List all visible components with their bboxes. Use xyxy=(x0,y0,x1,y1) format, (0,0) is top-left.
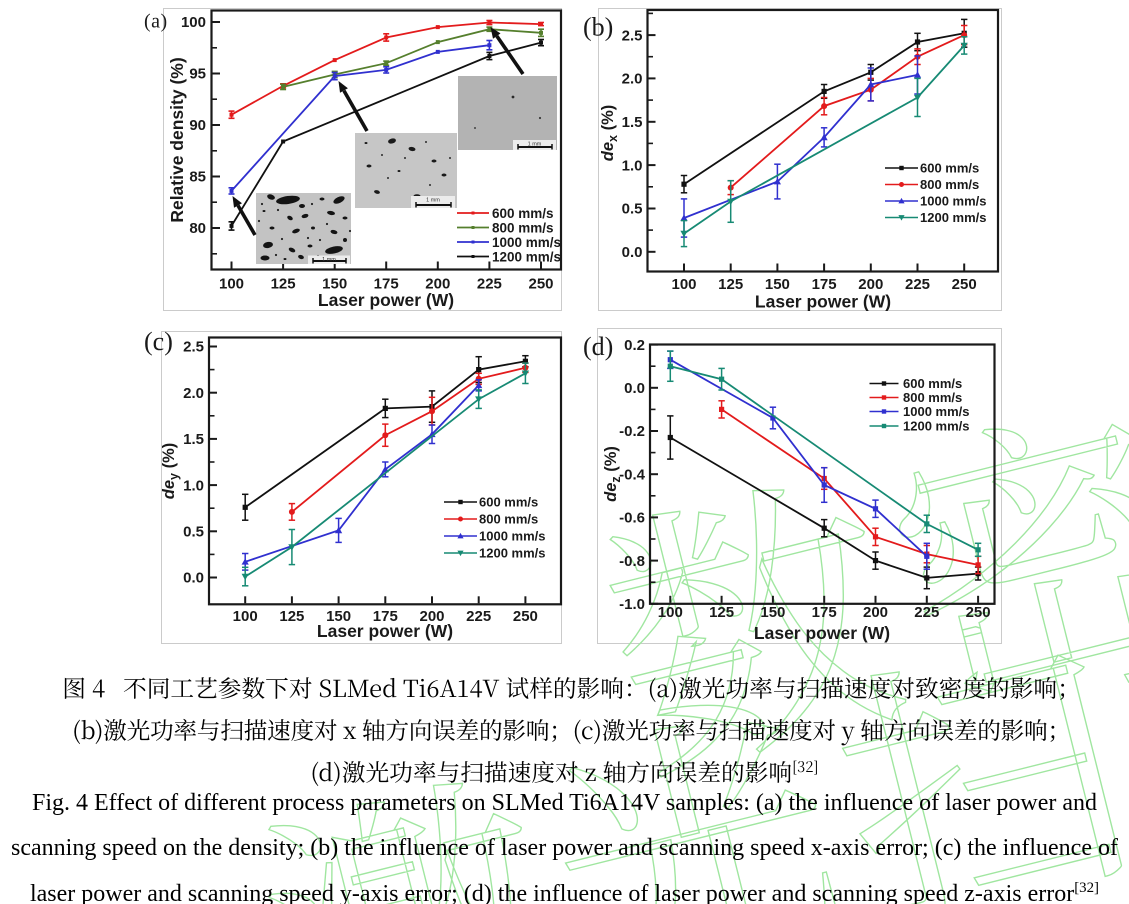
svg-text:125: 125 xyxy=(718,276,743,293)
svg-text:150: 150 xyxy=(322,276,347,293)
svg-text:1000 mm/s: 1000 mm/s xyxy=(479,528,546,543)
svg-text:1 mm: 1 mm xyxy=(322,257,336,263)
svg-text:dex (%): dex (%) xyxy=(599,105,620,161)
svg-text:250: 250 xyxy=(952,276,977,293)
svg-text:250: 250 xyxy=(513,608,538,625)
svg-text:100: 100 xyxy=(671,276,696,293)
svg-text:-0.4: -0.4 xyxy=(619,466,646,483)
svg-text:dez (%): dez (%) xyxy=(602,446,623,502)
svg-text:100: 100 xyxy=(181,14,206,31)
svg-text:0.0: 0.0 xyxy=(183,570,204,587)
svg-text:100: 100 xyxy=(219,276,244,293)
svg-text:175: 175 xyxy=(373,608,398,625)
svg-text:1 mm: 1 mm xyxy=(528,142,542,148)
svg-text:-1.0: -1.0 xyxy=(619,596,645,613)
svg-text:1200 mm/s: 1200 mm/s xyxy=(920,210,987,225)
svg-text:1 mm: 1 mm xyxy=(426,198,440,204)
svg-text:1.0: 1.0 xyxy=(622,157,643,174)
svg-text:125: 125 xyxy=(279,608,304,625)
svg-text:250: 250 xyxy=(966,604,991,621)
svg-text:2.0: 2.0 xyxy=(183,385,204,402)
svg-text:1000 mm/s: 1000 mm/s xyxy=(492,235,561,250)
svg-text:200: 200 xyxy=(858,276,883,293)
svg-text:175: 175 xyxy=(812,604,837,621)
svg-text:1200 mm/s: 1200 mm/s xyxy=(479,545,546,560)
svg-text:Relative density (%): Relative density (%) xyxy=(167,57,187,222)
svg-text:800 mm/s: 800 mm/s xyxy=(903,390,962,405)
svg-text:225: 225 xyxy=(905,276,930,293)
svg-text:1000 mm/s: 1000 mm/s xyxy=(903,404,970,419)
svg-text:175: 175 xyxy=(812,276,837,293)
svg-text:150: 150 xyxy=(326,608,351,625)
svg-text:200: 200 xyxy=(425,276,450,293)
svg-text:dey (%): dey (%) xyxy=(160,443,181,499)
svg-text:125: 125 xyxy=(271,276,296,293)
svg-text:85: 85 xyxy=(189,169,206,186)
svg-text:225: 225 xyxy=(477,276,502,293)
svg-text:2.0: 2.0 xyxy=(622,71,643,88)
svg-text:0.2: 0.2 xyxy=(624,337,645,354)
svg-text:600 mm/s: 600 mm/s xyxy=(903,376,962,391)
svg-text:125: 125 xyxy=(709,604,734,621)
svg-text:600 mm/s: 600 mm/s xyxy=(492,206,554,221)
svg-text:600 mm/s: 600 mm/s xyxy=(920,160,979,175)
svg-text:1200 mm/s: 1200 mm/s xyxy=(903,418,970,433)
svg-text:100: 100 xyxy=(658,604,683,621)
svg-text:80: 80 xyxy=(189,220,206,237)
svg-text:-0.2: -0.2 xyxy=(619,423,645,440)
svg-text:2.5: 2.5 xyxy=(183,339,204,356)
svg-text:175: 175 xyxy=(374,276,399,293)
svg-text:Laser power (W): Laser power (W) xyxy=(755,292,891,312)
svg-text:800 mm/s: 800 mm/s xyxy=(920,177,979,192)
svg-text:1000 mm/s: 1000 mm/s xyxy=(920,193,987,208)
svg-text:(a): (a) xyxy=(144,11,168,33)
svg-text:-0.8: -0.8 xyxy=(619,553,645,570)
svg-text:250: 250 xyxy=(528,276,553,293)
svg-text:90: 90 xyxy=(189,117,206,134)
svg-text:1200 mm/s: 1200 mm/s xyxy=(492,250,561,265)
svg-text:0.0: 0.0 xyxy=(622,244,643,261)
svg-text:200: 200 xyxy=(863,604,888,621)
svg-text:(b): (b) xyxy=(583,13,613,42)
svg-text:-0.6: -0.6 xyxy=(619,510,645,527)
svg-text:(d): (d) xyxy=(583,332,613,361)
svg-text:225: 225 xyxy=(914,604,939,621)
svg-text:0.5: 0.5 xyxy=(622,201,643,218)
svg-text:(c): (c) xyxy=(144,327,173,356)
svg-text:1.5: 1.5 xyxy=(183,431,204,448)
svg-text:150: 150 xyxy=(760,604,785,621)
svg-text:1.0: 1.0 xyxy=(183,477,204,494)
svg-text:Laser power (W): Laser power (W) xyxy=(318,290,454,310)
svg-text:Laser power (W): Laser power (W) xyxy=(754,623,890,643)
svg-text:100: 100 xyxy=(233,608,258,625)
svg-text:2.5: 2.5 xyxy=(622,27,643,44)
svg-text:600 mm/s: 600 mm/s xyxy=(479,494,538,509)
svg-text:1.5: 1.5 xyxy=(622,114,643,131)
svg-text:Laser power (W): Laser power (W) xyxy=(317,621,453,641)
svg-text:225: 225 xyxy=(466,608,491,625)
svg-text:0.0: 0.0 xyxy=(624,380,645,397)
svg-text:800 mm/s: 800 mm/s xyxy=(479,511,538,526)
svg-text:200: 200 xyxy=(419,608,444,625)
svg-text:150: 150 xyxy=(765,276,790,293)
svg-text:800 mm/s: 800 mm/s xyxy=(492,221,554,236)
svg-text:95: 95 xyxy=(189,66,206,83)
svg-text:0.5: 0.5 xyxy=(183,524,204,541)
